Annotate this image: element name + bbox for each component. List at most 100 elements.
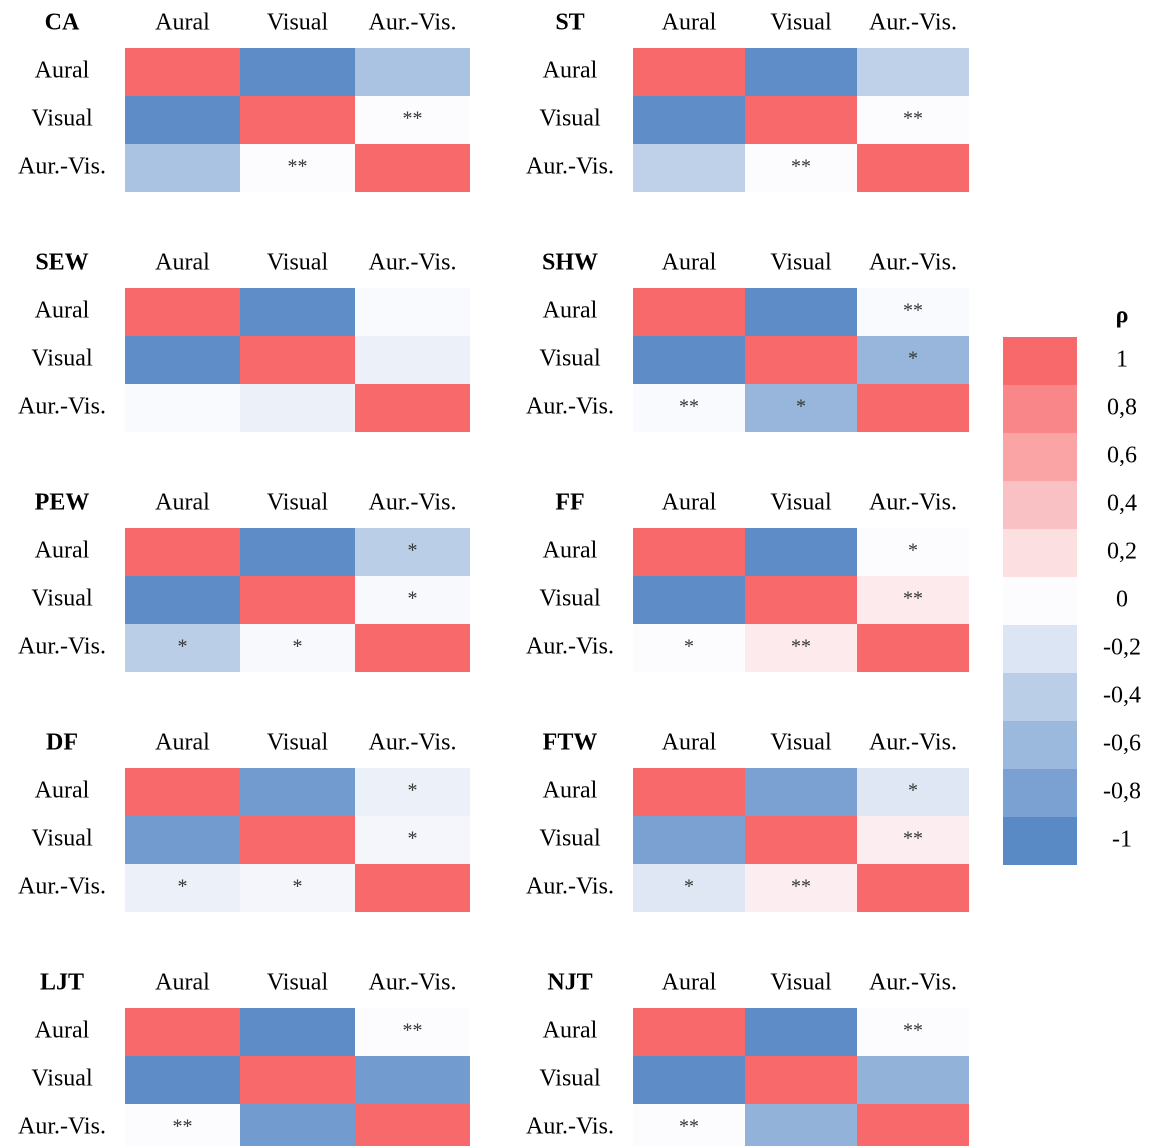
- row-label: Aural: [543, 538, 598, 564]
- panel-title: FTW: [543, 730, 598, 756]
- cell: [633, 576, 745, 624]
- cell: [633, 384, 745, 432]
- cell: [125, 1104, 240, 1146]
- row-label: Aur.-Vis.: [526, 154, 614, 180]
- row-label: Visual: [31, 346, 93, 372]
- column-label: Aur.-Vis.: [369, 250, 457, 276]
- significance: *: [178, 636, 188, 658]
- cell: [745, 144, 857, 192]
- significance: **: [403, 108, 423, 130]
- row-label: Visual: [31, 586, 93, 612]
- row-label: Visual: [31, 106, 93, 132]
- cell: [355, 576, 470, 624]
- legend-label: 0,8: [1107, 395, 1137, 421]
- panel-title: NJT: [547, 970, 592, 996]
- cell: [633, 624, 745, 672]
- legend-swatch: [1003, 529, 1077, 577]
- column-label: Aural: [155, 250, 210, 276]
- cell: [633, 816, 745, 864]
- legend-swatch: [1003, 769, 1077, 817]
- cell: [355, 768, 470, 816]
- cell: [633, 1056, 745, 1104]
- significance: **: [403, 1020, 423, 1042]
- cell: [125, 624, 240, 672]
- cell: [125, 768, 240, 816]
- cell: [857, 336, 969, 384]
- panel-title: DF: [46, 730, 78, 756]
- row-label: Aural: [543, 298, 598, 324]
- cell: [125, 384, 240, 432]
- cell: [857, 1008, 969, 1056]
- row-label: Aural: [35, 298, 90, 324]
- legend-label: 0,4: [1107, 491, 1137, 517]
- legend-label: -0,8: [1103, 779, 1141, 805]
- cell: [745, 768, 857, 816]
- cell: [125, 528, 240, 576]
- cell: [745, 864, 857, 912]
- cell: [745, 384, 857, 432]
- cell: [745, 816, 857, 864]
- legend-label: -0,2: [1103, 635, 1141, 661]
- row-label: Visual: [539, 586, 601, 612]
- significance: **: [791, 636, 811, 658]
- cell: [240, 624, 355, 672]
- cell: [633, 768, 745, 816]
- column-label: Aur.-Vis.: [369, 730, 457, 756]
- column-label: Aur.-Vis.: [369, 10, 457, 36]
- column-label: Aur.-Vis.: [369, 970, 457, 996]
- cell: [355, 1056, 470, 1104]
- cell: [240, 1008, 355, 1056]
- legend-swatch: [1003, 673, 1077, 721]
- panel-title: LJT: [40, 970, 84, 996]
- cell: [857, 96, 969, 144]
- legend-swatch: [1003, 817, 1077, 865]
- cell: [745, 576, 857, 624]
- significance: *: [908, 780, 918, 802]
- cell: [125, 336, 240, 384]
- cell: [240, 288, 355, 336]
- row-label: Aural: [543, 58, 598, 84]
- column-label: Visual: [267, 10, 329, 36]
- row-label: Visual: [539, 1066, 601, 1092]
- panel-title: ST: [555, 10, 584, 36]
- panel-title: CA: [45, 10, 80, 36]
- legend-label: -0,6: [1103, 731, 1141, 757]
- column-label: Visual: [267, 490, 329, 516]
- significance: *: [408, 828, 418, 850]
- cell: [857, 768, 969, 816]
- row-label: Aur.-Vis.: [526, 634, 614, 660]
- panel-title: FF: [555, 490, 584, 516]
- column-label: Aural: [155, 10, 210, 36]
- cell: [240, 144, 355, 192]
- row-label: Aural: [35, 1018, 90, 1044]
- column-label: Visual: [770, 10, 832, 36]
- row-label: Aur.-Vis.: [18, 394, 106, 420]
- significance: *: [293, 876, 303, 898]
- cell: [745, 96, 857, 144]
- significance: **: [173, 1116, 193, 1138]
- cell: [125, 288, 240, 336]
- cell: [633, 336, 745, 384]
- column-label: Aural: [662, 730, 717, 756]
- cell: [633, 864, 745, 912]
- legend-label: 0: [1116, 587, 1128, 613]
- cell: [857, 1104, 969, 1146]
- column-label: Aur.-Vis.: [869, 970, 957, 996]
- cell: [355, 384, 470, 432]
- cell: [355, 48, 470, 96]
- column-label: Visual: [267, 250, 329, 276]
- cell: [355, 144, 470, 192]
- legend-swatch: [1003, 385, 1077, 433]
- row-label: Aural: [35, 538, 90, 564]
- row-label: Aur.-Vis.: [526, 874, 614, 900]
- cell: [633, 1104, 745, 1146]
- cell: [857, 288, 969, 336]
- cell: [745, 1008, 857, 1056]
- column-label: Aural: [662, 250, 717, 276]
- legend-swatch: [1003, 625, 1077, 673]
- significance: *: [796, 396, 806, 418]
- legend-swatch: [1003, 721, 1077, 769]
- column-label: Visual: [770, 490, 832, 516]
- cell: [125, 576, 240, 624]
